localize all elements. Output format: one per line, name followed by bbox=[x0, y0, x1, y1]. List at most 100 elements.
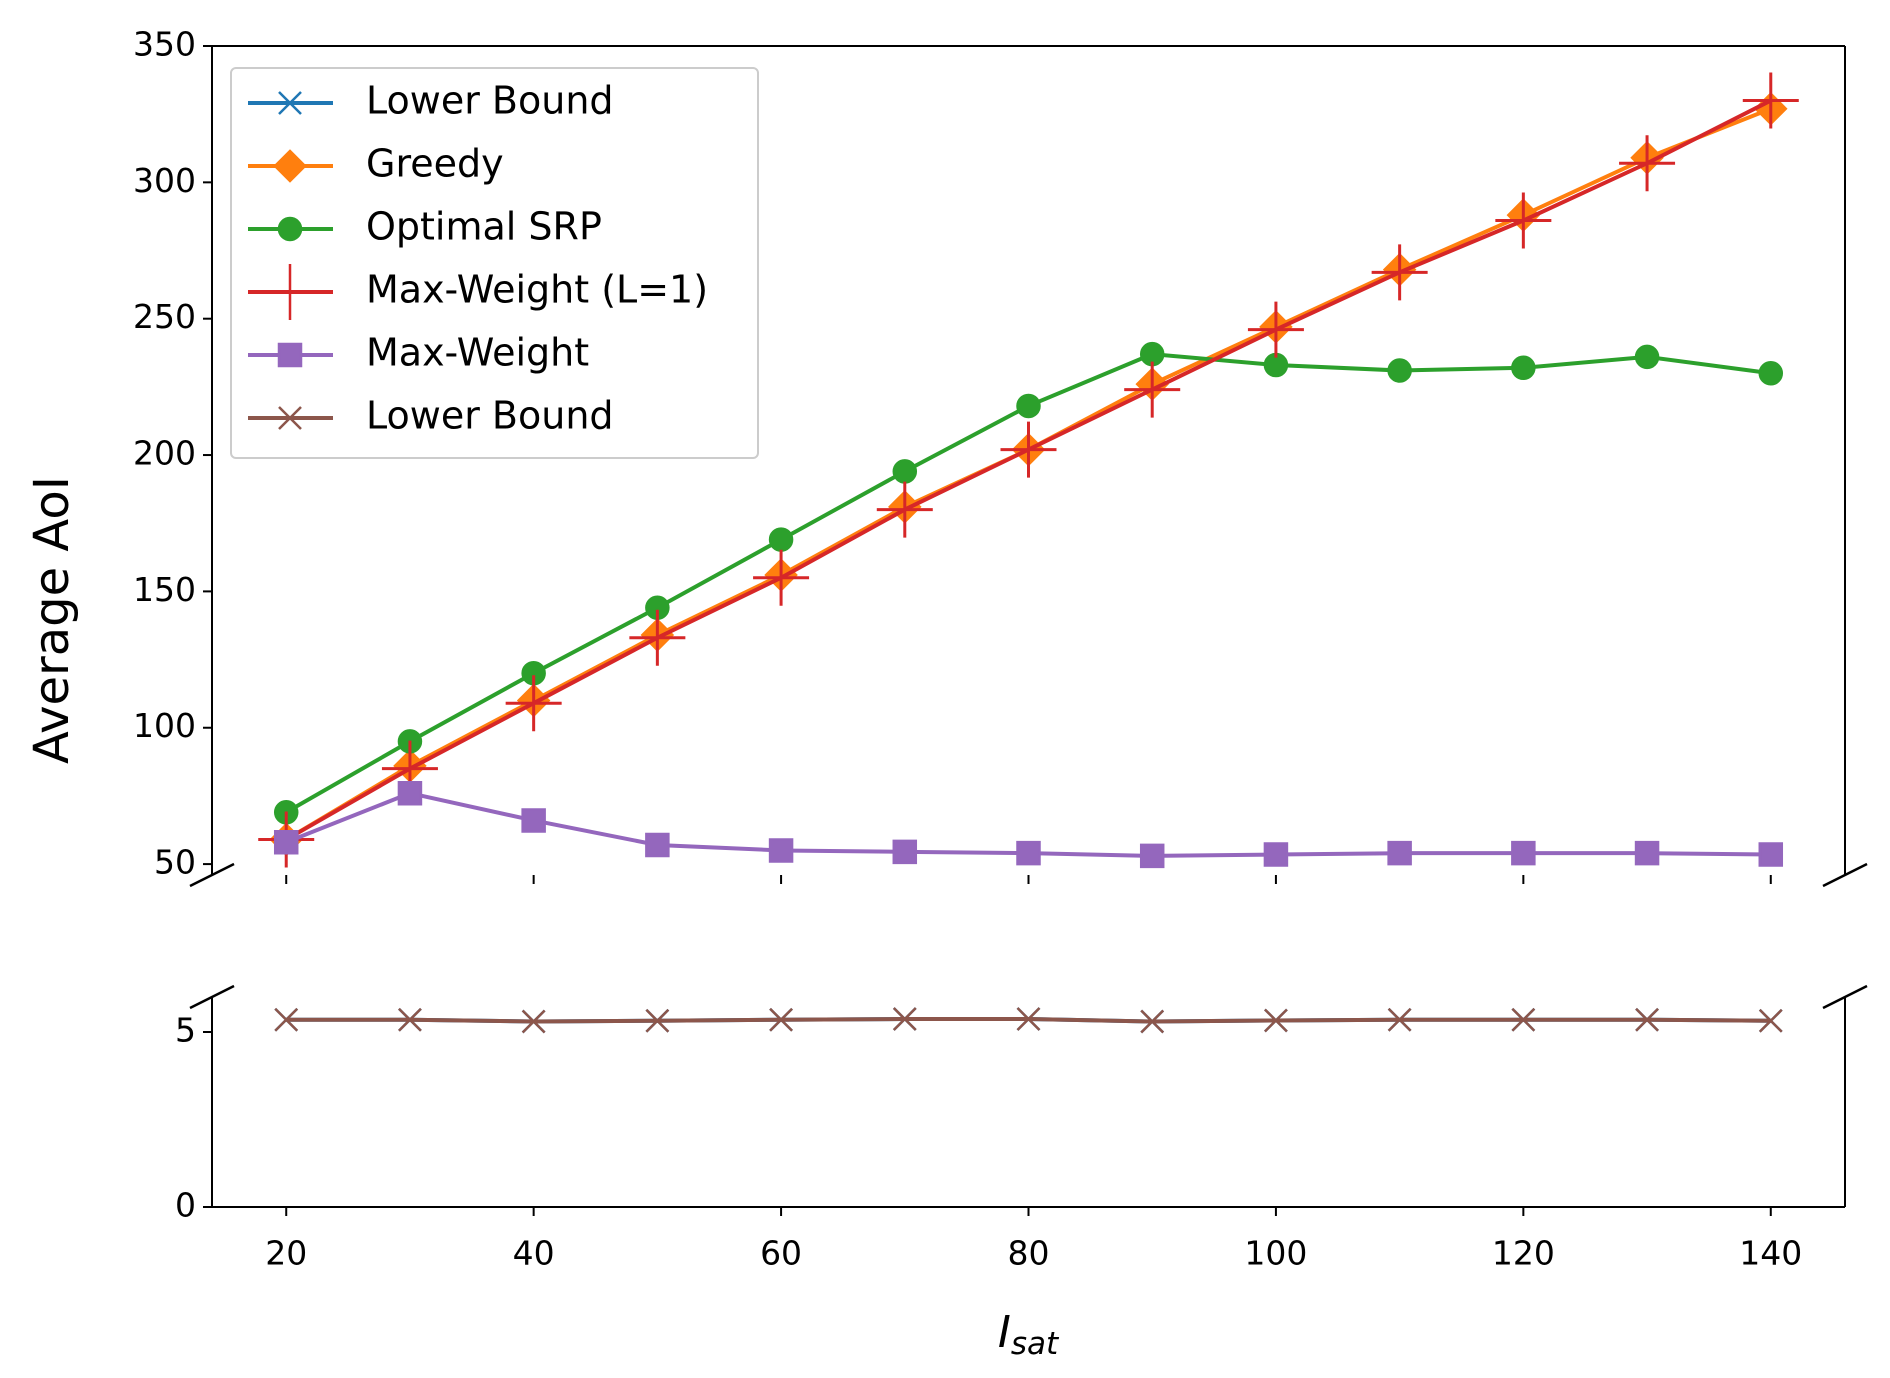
data-point bbox=[646, 975, 668, 997]
data-point bbox=[1263, 352, 1289, 378]
legend-label: Max-Weight bbox=[366, 331, 589, 375]
data-point bbox=[894, 975, 916, 997]
data-point bbox=[1016, 840, 1041, 866]
legend-marker bbox=[262, 264, 318, 320]
data-point bbox=[1000, 421, 1057, 478]
data-point bbox=[1016, 1007, 1041, 1031]
data-point bbox=[646, 975, 668, 997]
data-point bbox=[1760, 975, 1782, 997]
data-point bbox=[521, 1009, 546, 1034]
data-point bbox=[523, 975, 545, 997]
y-tick-label: 100 bbox=[133, 706, 196, 745]
data-point bbox=[523, 975, 545, 997]
data-point bbox=[1139, 843, 1165, 869]
legend-marker bbox=[277, 216, 303, 242]
data-point bbox=[1018, 975, 1040, 997]
legend-marker bbox=[278, 91, 302, 115]
data-point bbox=[645, 1008, 670, 1033]
data-point bbox=[1389, 975, 1411, 997]
x-tick-label: 140 bbox=[1739, 1234, 1802, 1273]
legend-label: Lower Bound bbox=[366, 79, 614, 123]
axis-break bbox=[189, 984, 235, 1010]
x-tick-label: 120 bbox=[1492, 1234, 1555, 1273]
data-point bbox=[1263, 842, 1289, 867]
data-point bbox=[1141, 975, 1163, 997]
data-point bbox=[753, 549, 810, 606]
legend-marker bbox=[277, 342, 303, 368]
y-tick-label: 150 bbox=[133, 570, 196, 609]
data-point bbox=[1265, 975, 1287, 997]
y-tick-label: 250 bbox=[133, 297, 196, 336]
x-tick-label: 100 bbox=[1244, 1234, 1307, 1273]
y-tick-label: 0 bbox=[175, 1186, 196, 1225]
x-tick-label: 40 bbox=[513, 1234, 555, 1273]
data-point bbox=[1636, 975, 1658, 997]
axis-break bbox=[189, 862, 235, 888]
y-axis-label: Average AoI bbox=[24, 476, 80, 764]
data-point bbox=[1512, 975, 1534, 997]
data-point bbox=[521, 808, 546, 833]
data-point bbox=[1265, 975, 1287, 997]
data-point bbox=[1124, 361, 1181, 418]
data-point bbox=[273, 830, 299, 855]
data-point bbox=[1387, 358, 1412, 383]
legend-marker bbox=[273, 149, 307, 183]
data-point bbox=[1758, 842, 1784, 867]
data-point bbox=[1264, 1008, 1288, 1033]
plot-area bbox=[258, 72, 1799, 997]
data-point bbox=[892, 839, 918, 865]
data-point bbox=[894, 975, 916, 997]
y-tick-label: 5 bbox=[175, 1011, 196, 1050]
data-point bbox=[892, 459, 918, 484]
data-point bbox=[1140, 1009, 1165, 1034]
legend-label: Max-Weight (L=1) bbox=[366, 268, 708, 312]
data-point bbox=[768, 527, 794, 552]
x-tick-label: 80 bbox=[1008, 1234, 1050, 1273]
data-point bbox=[892, 1007, 917, 1031]
y-tick-label: 300 bbox=[133, 161, 196, 200]
data-point bbox=[770, 975, 792, 997]
data-point bbox=[275, 975, 297, 997]
data-point bbox=[1760, 975, 1782, 997]
data-point bbox=[1387, 840, 1412, 866]
plot-area bbox=[274, 1007, 1783, 1034]
data-point bbox=[397, 780, 423, 806]
data-point bbox=[1371, 244, 1428, 301]
data-point bbox=[1742, 72, 1799, 129]
data-point bbox=[1512, 975, 1534, 997]
data-point bbox=[1511, 1007, 1536, 1032]
data-point bbox=[399, 975, 421, 997]
data-point bbox=[629, 609, 686, 666]
legend-label: Optimal SRP bbox=[366, 205, 602, 249]
data-point bbox=[1511, 355, 1536, 380]
y-tick-label: 200 bbox=[133, 434, 196, 473]
data-point bbox=[1141, 975, 1163, 997]
data-point bbox=[1016, 393, 1041, 419]
data-point bbox=[1495, 192, 1552, 249]
data-point bbox=[768, 838, 794, 863]
data-point bbox=[1634, 344, 1660, 370]
data-point bbox=[1389, 975, 1411, 997]
axis-break bbox=[1822, 862, 1868, 888]
data-point bbox=[645, 832, 670, 858]
data-point bbox=[274, 1007, 299, 1032]
data-point bbox=[1758, 1008, 1783, 1033]
data-point bbox=[505, 675, 562, 732]
data-point bbox=[1634, 840, 1660, 866]
x-tick-label: 60 bbox=[760, 1234, 802, 1273]
x-axis-label-main: I bbox=[998, 1307, 1011, 1358]
data-point bbox=[399, 975, 421, 997]
x-tick-label: 20 bbox=[265, 1234, 307, 1273]
data-point bbox=[1387, 1007, 1412, 1032]
legend-label: Greedy bbox=[366, 142, 504, 186]
legend-marker bbox=[278, 406, 302, 430]
data-point bbox=[521, 661, 546, 686]
data-point bbox=[645, 595, 670, 620]
legend: Lower Bound Greedy Optimal SRP Max-Weight (… bbox=[230, 67, 759, 459]
data-point bbox=[275, 975, 297, 997]
axis-break bbox=[1822, 984, 1868, 1010]
data-point bbox=[1758, 361, 1784, 386]
data-point bbox=[1018, 975, 1040, 997]
data-point bbox=[769, 1007, 793, 1032]
